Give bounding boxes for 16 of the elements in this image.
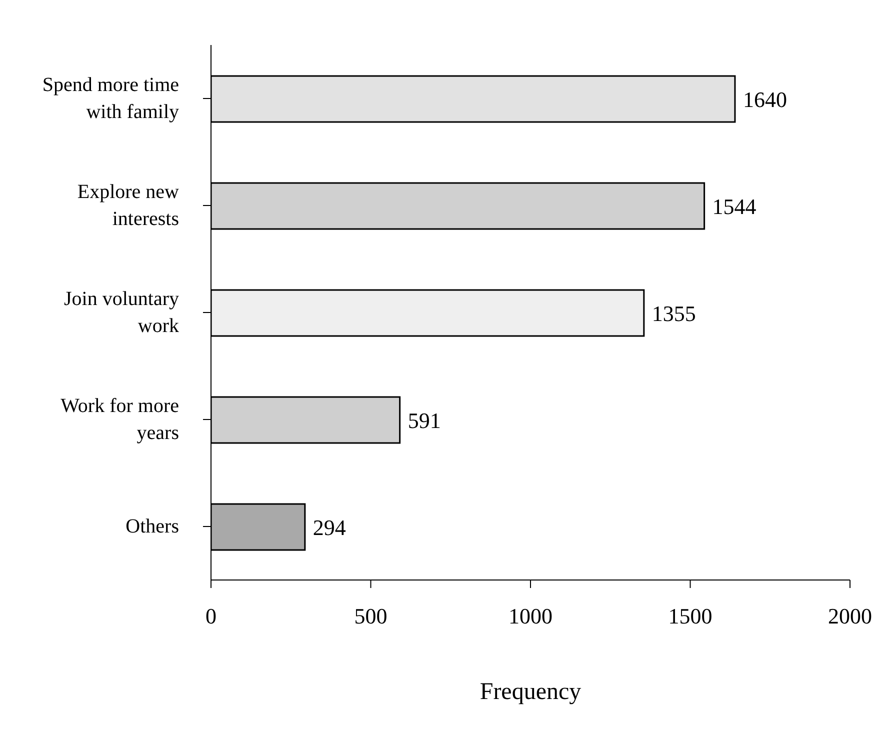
data-label: 591 <box>408 408 441 433</box>
y-tick-label: Work for more years <box>60 395 180 444</box>
y-tick-label: Spend more time with family <box>42 74 180 123</box>
x-axis-title: Frequency <box>480 679 582 705</box>
data-label: 1355 <box>652 300 696 326</box>
x-tick-label: 500 <box>354 604 388 629</box>
x-tick-label: 2000 <box>828 604 872 629</box>
data-label: 294 <box>312 514 346 540</box>
x-tick-label: 0 <box>206 604 216 629</box>
y-tick-label: Join voluntary work <box>64 288 179 337</box>
data-label: 1544 <box>712 194 756 219</box>
data-label: 1640 <box>742 86 787 112</box>
y-tick-label: Others <box>126 516 180 538</box>
y-tick-label: Explore new interests <box>77 181 180 230</box>
x-tick-label: 1500 <box>668 604 712 629</box>
x-tick-label: 1000 <box>508 604 552 629</box>
